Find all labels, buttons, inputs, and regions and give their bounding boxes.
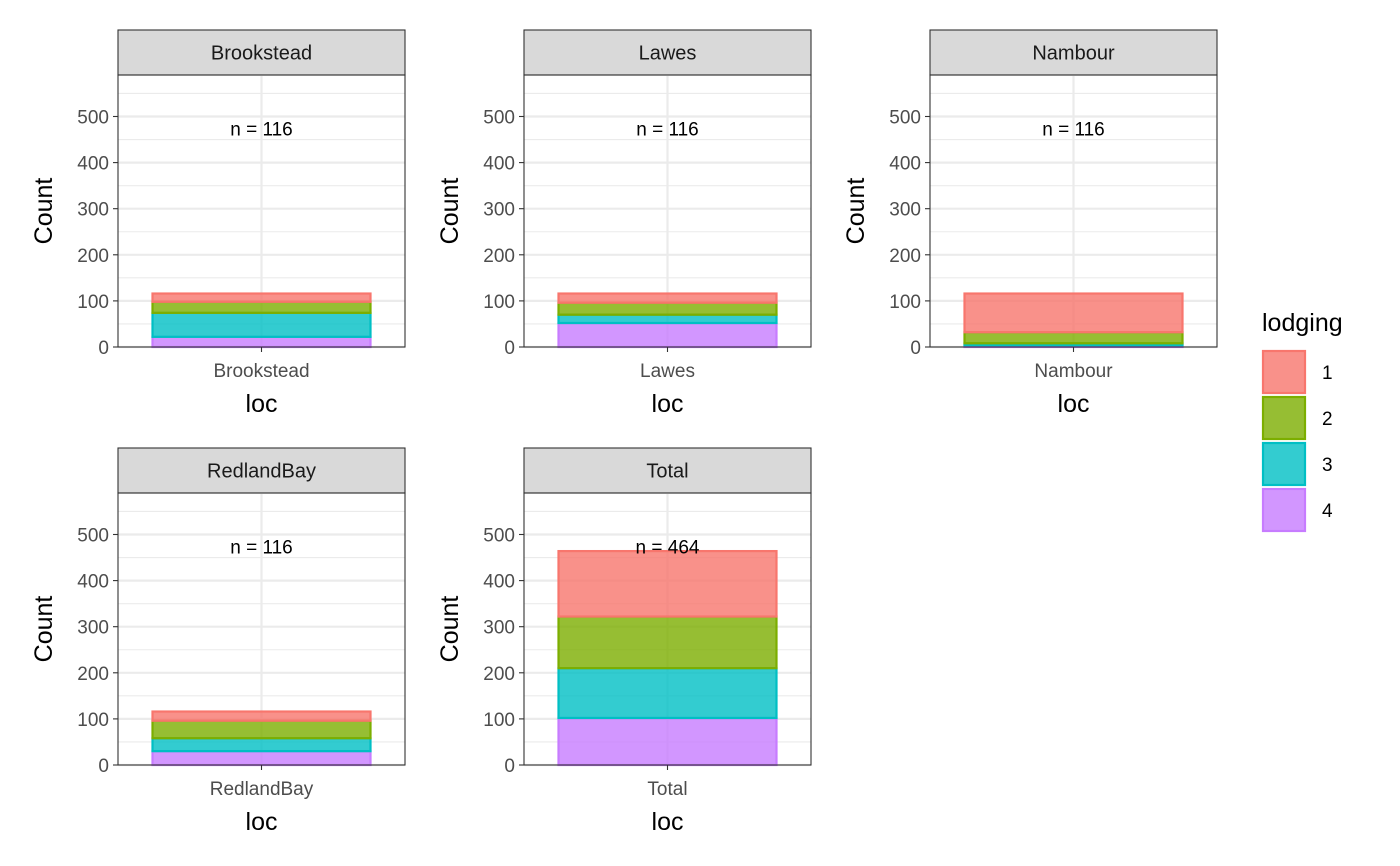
y-tick-label: 0 xyxy=(504,338,515,359)
bar-segment-redlandbay-lodging-2 xyxy=(151,719,372,740)
bar-segment-redlandbay-lodging-3 xyxy=(151,737,372,753)
strip-brookstead xyxy=(117,29,406,76)
x-axis-title: loc xyxy=(1058,390,1090,418)
annotation-lawes: n = 116 xyxy=(636,119,699,140)
bar-segment-total-lodging-2 xyxy=(557,615,778,670)
bar-segment-lawes-lodging-2 xyxy=(557,301,778,316)
y-tick-label: 500 xyxy=(483,525,515,546)
y-tick-label: 0 xyxy=(98,756,109,777)
bar-segment-brookstead-lodging-4 xyxy=(151,335,372,349)
y-tick-label: 300 xyxy=(483,618,515,639)
bar-segment-redlandbay-lodging-1 xyxy=(151,710,372,722)
bar-segment-nambour-lodging-1 xyxy=(963,292,1184,334)
annotation-total: n = 464 xyxy=(636,537,700,558)
annotation-redlandbay: n = 116 xyxy=(230,537,293,558)
legend-key-4 xyxy=(1261,487,1307,533)
x-axis-title: loc xyxy=(246,808,278,836)
panel-lawes: Lawes n = 116 0 100 200 300 400 500 Lawes loc Coun… xyxy=(436,29,812,418)
y-axis-title: Count xyxy=(436,178,464,245)
strip-label-nambour: Nambour xyxy=(1032,43,1115,65)
strip-total xyxy=(523,447,812,494)
y-tick-label: 300 xyxy=(483,200,515,221)
panel-brookstead: Brookstead n = 116 0 100 200 300 400 500 Brookst… xyxy=(30,29,406,418)
legend-title: lodging xyxy=(1262,309,1343,337)
bar-segment-lawes-lodging-3 xyxy=(557,313,778,325)
x-axis-title: loc xyxy=(652,808,684,836)
y-tick-label: 200 xyxy=(889,246,921,267)
x-tick-label-nambour: Nambour xyxy=(1034,361,1113,382)
y-tick-label: 400 xyxy=(889,154,921,175)
strip-lawes xyxy=(523,29,812,76)
x-axis-title: loc xyxy=(652,390,684,418)
panel-total: Total n = 464 0 100 200 300 400 500 Total loc Coun… xyxy=(436,447,812,836)
bar-segment-nambour-lodging-2 xyxy=(963,331,1184,345)
y-tick-label: 100 xyxy=(77,710,109,731)
y-tick-label: 400 xyxy=(77,154,109,175)
legend-key-3 xyxy=(1261,441,1307,487)
y-tick-label: 0 xyxy=(910,338,921,359)
bar-segment-total-lodging-4 xyxy=(557,716,778,767)
strip-redlandbay xyxy=(117,447,406,494)
annotation-nambour: n = 116 xyxy=(1042,119,1105,140)
y-tick-label: 200 xyxy=(483,246,515,267)
y-tick-label: 0 xyxy=(504,756,515,777)
y-tick-label: 500 xyxy=(889,107,921,128)
legend-label-4: 4 xyxy=(1322,501,1333,522)
bar-segment-redlandbay-lodging-4 xyxy=(151,750,372,767)
y-tick-label: 300 xyxy=(889,200,921,221)
x-tick-label-brookstead: Brookstead xyxy=(213,361,309,382)
y-tick-label: 200 xyxy=(77,664,109,685)
y-tick-label: 500 xyxy=(77,525,109,546)
strip-label-redlandbay: RedlandBay xyxy=(207,461,316,483)
bar-segment-brookstead-lodging-1 xyxy=(151,292,372,303)
bar-segment-brookstead-lodging-2 xyxy=(151,300,372,314)
bar-segment-total-lodging-3 xyxy=(557,667,778,720)
y-tick-label: 300 xyxy=(77,618,109,639)
legend-label-2: 2 xyxy=(1322,409,1333,430)
x-axis-title: loc xyxy=(246,390,278,418)
legend-label-3: 3 xyxy=(1322,455,1333,476)
y-tick-label: 300 xyxy=(77,200,109,221)
strip-label-total: Total xyxy=(646,461,688,483)
y-tick-label: 100 xyxy=(483,710,515,731)
strip-nambour xyxy=(929,29,1218,76)
x-tick-label-total: Total xyxy=(647,779,687,800)
y-tick-label: 200 xyxy=(77,246,109,267)
y-tick-label: 200 xyxy=(483,664,515,685)
legend: lodging 1 2 3 4 xyxy=(1261,309,1343,533)
y-axis-title: Count xyxy=(30,178,58,245)
legend-key-2 xyxy=(1261,395,1307,441)
x-tick-label-lawes: Lawes xyxy=(640,361,695,382)
legend-label-1: 1 xyxy=(1322,363,1333,384)
y-tick-label: 0 xyxy=(98,338,109,359)
y-tick-label: 500 xyxy=(77,107,109,128)
y-axis-title: Count xyxy=(842,178,870,245)
bar-segment-lawes-lodging-4 xyxy=(557,321,778,349)
y-tick-label: 100 xyxy=(889,292,921,313)
x-tick-label-redlandbay: RedlandBay xyxy=(210,779,314,800)
strip-label-brookstead: Brookstead xyxy=(211,43,312,65)
y-tick-label: 400 xyxy=(483,154,515,175)
annotation-brookstead: n = 116 xyxy=(230,119,293,140)
y-tick-label: 100 xyxy=(483,292,515,313)
y-tick-label: 100 xyxy=(77,292,109,313)
bar-segment-total-lodging-1 xyxy=(557,549,778,618)
bar-segment-brookstead-lodging-3 xyxy=(151,311,372,338)
y-tick-label: 400 xyxy=(483,572,515,593)
y-tick-label: 500 xyxy=(483,107,515,128)
panel-nambour: Nambour n = 116 0 100 200 300 400 500 Nambour loc… xyxy=(842,29,1218,418)
y-tick-label: 400 xyxy=(77,572,109,593)
y-axis-title: Count xyxy=(30,596,58,663)
panel-redlandbay: RedlandBay n = 116 0 100 200 300 400 500 Redland… xyxy=(30,447,406,836)
strip-label-lawes: Lawes xyxy=(639,43,697,65)
legend-key-1 xyxy=(1261,349,1307,395)
y-axis-title: Count xyxy=(436,596,464,663)
bar-segment-lawes-lodging-1 xyxy=(557,292,778,304)
